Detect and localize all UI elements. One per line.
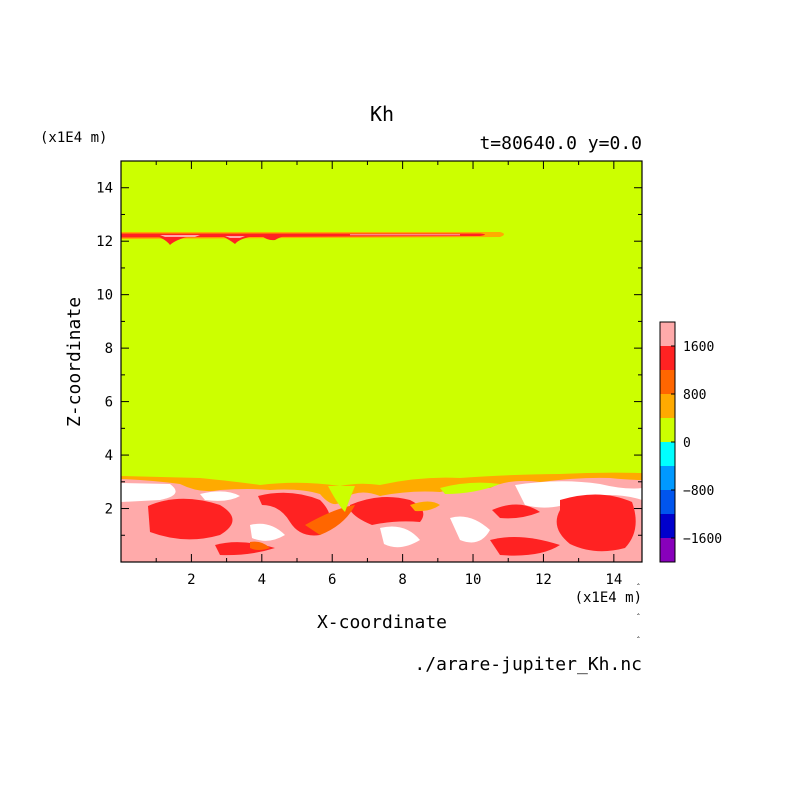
colorbar-tick-label: 0 (683, 436, 691, 451)
contour-1600 (350, 496, 424, 525)
contour-1600 (556, 494, 636, 552)
colorbar-tick-label: 800 (683, 388, 706, 403)
x-tick-label: 4 (258, 572, 266, 588)
contour-1600 (490, 536, 560, 556)
x-tick-label: 10 (465, 572, 482, 588)
streak-blob (262, 236, 285, 241)
y-tick-label: 12 (96, 234, 113, 250)
colorbar-swatch (660, 370, 675, 394)
x-axis-title: X-coordinate (317, 612, 447, 633)
contour-1200 (250, 541, 270, 550)
colorbar-swatch (660, 418, 675, 442)
x-tick-label: 6 (328, 572, 336, 588)
white-region (515, 481, 642, 508)
y-tick-label: 2 (105, 502, 113, 518)
colorbar-swatch (660, 514, 675, 538)
colorbar-swatch (660, 346, 675, 370)
white-region (200, 491, 240, 501)
contour-0 (440, 482, 500, 494)
chart-title: Kh (370, 102, 394, 126)
colorbar-tick-label: −1600 (683, 532, 722, 547)
tick-mark-glyph: ˆ (636, 612, 641, 622)
colorbar-tick-label: 1600 (683, 340, 714, 355)
white-region (380, 526, 420, 548)
contour-1600 (492, 504, 540, 519)
upper-streak (121, 232, 504, 245)
plot-frame (120, 160, 643, 563)
colorbar-swatch (660, 322, 675, 346)
y-axis-title: Z-coordinate (64, 297, 85, 427)
colorbar-swatch (660, 394, 675, 418)
colorbar-swatch (660, 490, 675, 514)
y-tick-label: 10 (96, 288, 113, 304)
axes: 2 4 6 8 10 12 14 2 4 6 8 10 12 14 (96, 160, 642, 588)
colorbar-tick-label: −800 (683, 484, 714, 499)
white-region (121, 483, 176, 502)
y-unit-label: (x1E4 m) (40, 130, 107, 146)
white-region (250, 523, 285, 541)
tick-mark-glyph: ˆ (636, 635, 641, 645)
x-tick-label: 12 (535, 572, 552, 588)
colorbar-swatch (660, 442, 675, 466)
streak-pink (225, 236, 245, 238)
source-filename: ./arare-jupiter_Kh.nc (414, 654, 642, 675)
tick-mark-glyph: ˆ (636, 582, 641, 592)
chart-subtitle: t=80640.0 y=0.0 (479, 133, 642, 154)
y-tick-label: 4 (105, 448, 113, 464)
x-unit-label: (x1E4 m) (575, 590, 642, 606)
streak-pink (160, 235, 200, 237)
y-tick-label: 8 (105, 341, 113, 357)
y-tick-label: 6 (105, 395, 113, 411)
plot-area: 2 4 6 8 10 12 14 2 4 6 8 10 12 14 (96, 160, 643, 588)
boundary-layer (121, 472, 642, 562)
contour-1600 (148, 498, 233, 540)
contour-0 (328, 486, 355, 512)
streak-pink (350, 234, 460, 236)
colorbar-swatch (660, 466, 675, 490)
y-tick-label: 14 (96, 181, 113, 197)
contour-800 (410, 501, 440, 512)
white-region (450, 516, 490, 543)
colorbar: 1600 800 0 −800 −1600 (659, 321, 722, 563)
x-tick-label: 2 (187, 572, 195, 588)
x-tick-label: 14 (605, 572, 622, 588)
x-tick-label: 8 (398, 572, 406, 588)
colorbar-swatch (660, 538, 675, 562)
contour-1200 (305, 505, 355, 535)
